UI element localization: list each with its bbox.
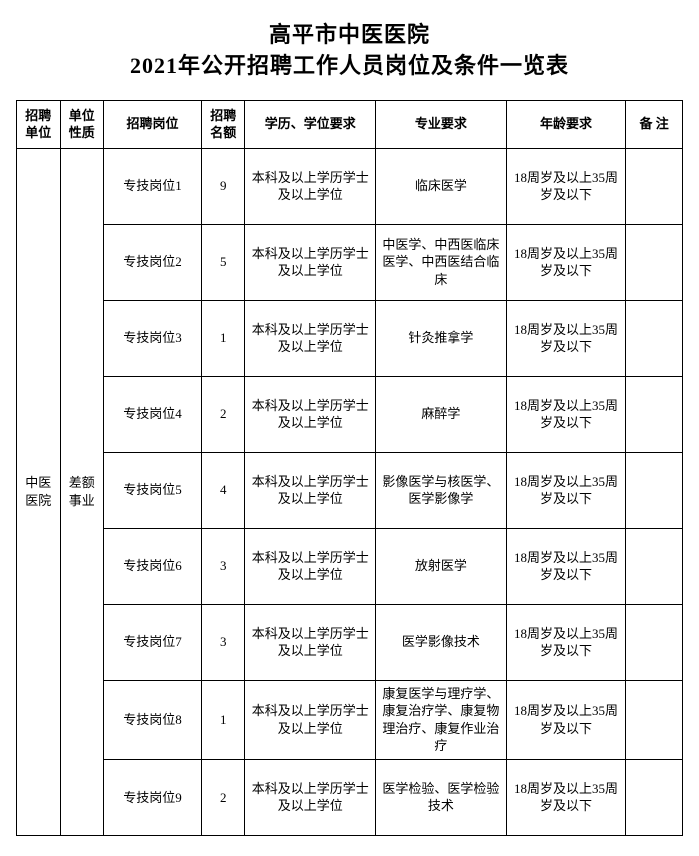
cell-position: 专技岗位6 [104,528,202,604]
header-quota: 招聘名额 [201,100,245,148]
cell-quota: 3 [201,604,245,680]
cell-quota: 9 [201,148,245,224]
cell-education: 本科及以上学历学士及以上学位 [245,759,376,835]
document-title: 高平市中医医院 2021年公开招聘工作人员岗位及条件一览表 [16,20,683,82]
title-line-1: 高平市中医医院 [16,20,683,51]
cell-major: 医学检验、医学检验技术 [376,759,507,835]
cell-age: 18周岁及以上35周岁及以下 [506,148,626,224]
table-row: 中医医院差额事业专技岗位19本科及以上学历学士及以上学位临床医学18周岁及以上3… [17,148,683,224]
header-nature: 单位性质 [60,100,104,148]
cell-remark [626,452,683,528]
table-row: 专技岗位81本科及以上学历学士及以上学位康复医学与理疗学、康复治疗学、康复物理治… [17,680,683,759]
cell-position: 专技岗位1 [104,148,202,224]
cell-major: 针灸推拿学 [376,300,507,376]
cell-age: 18周岁及以上35周岁及以下 [506,528,626,604]
cell-major: 临床医学 [376,148,507,224]
header-education: 学历、学位要求 [245,100,376,148]
cell-major: 麻醉学 [376,376,507,452]
cell-remark [626,528,683,604]
cell-position: 专技岗位7 [104,604,202,680]
cell-quota: 2 [201,376,245,452]
cell-position: 专技岗位4 [104,376,202,452]
cell-education: 本科及以上学历学士及以上学位 [245,148,376,224]
cell-age: 18周岁及以上35周岁及以下 [506,604,626,680]
table-row: 专技岗位31本科及以上学历学士及以上学位针灸推拿学18周岁及以上35周岁及以下 [17,300,683,376]
cell-education: 本科及以上学历学士及以上学位 [245,300,376,376]
cell-remark [626,604,683,680]
cell-quota: 1 [201,300,245,376]
cell-age: 18周岁及以上35周岁及以下 [506,680,626,759]
cell-age: 18周岁及以上35周岁及以下 [506,300,626,376]
cell-position: 专技岗位9 [104,759,202,835]
cell-major: 影像医学与核医学、医学影像学 [376,452,507,528]
cell-position: 专技岗位2 [104,224,202,300]
cell-major: 医学影像技术 [376,604,507,680]
cell-remark [626,148,683,224]
cell-remark [626,759,683,835]
table-row: 专技岗位63本科及以上学历学士及以上学位放射医学18周岁及以上35周岁及以下 [17,528,683,604]
cell-quota: 1 [201,680,245,759]
cell-position: 专技岗位8 [104,680,202,759]
cell-age: 18周岁及以上35周岁及以下 [506,452,626,528]
cell-major: 中医学、中西医临床医学、中西医结合临床 [376,224,507,300]
cell-education: 本科及以上学历学士及以上学位 [245,680,376,759]
cell-remark [626,680,683,759]
recruitment-table: 招聘单位 单位性质 招聘岗位 招聘名额 学历、学位要求 专业要求 年龄要求 备 … [16,100,683,836]
header-position: 招聘岗位 [104,100,202,148]
header-remark: 备 注 [626,100,683,148]
cell-quota: 3 [201,528,245,604]
cell-quota: 2 [201,759,245,835]
cell-age: 18周岁及以上35周岁及以下 [506,224,626,300]
cell-education: 本科及以上学历学士及以上学位 [245,604,376,680]
cell-education: 本科及以上学历学士及以上学位 [245,376,376,452]
cell-quota: 5 [201,224,245,300]
table-header-row: 招聘单位 单位性质 招聘岗位 招聘名额 学历、学位要求 专业要求 年龄要求 备 … [17,100,683,148]
cell-education: 本科及以上学历学士及以上学位 [245,528,376,604]
table-row: 专技岗位42本科及以上学历学士及以上学位麻醉学18周岁及以上35周岁及以下 [17,376,683,452]
cell-major: 放射医学 [376,528,507,604]
table-row: 专技岗位54本科及以上学历学士及以上学位影像医学与核医学、医学影像学18周岁及以… [17,452,683,528]
cell-remark [626,224,683,300]
cell-nature: 差额事业 [60,148,104,835]
cell-remark [626,300,683,376]
title-line-2: 2021年公开招聘工作人员岗位及条件一览表 [16,51,683,82]
table-row: 专技岗位92本科及以上学历学士及以上学位医学检验、医学检验技术18周岁及以上35… [17,759,683,835]
cell-major: 康复医学与理疗学、康复治疗学、康复物理治疗、康复作业治疗 [376,680,507,759]
cell-age: 18周岁及以上35周岁及以下 [506,759,626,835]
cell-age: 18周岁及以上35周岁及以下 [506,376,626,452]
header-major: 专业要求 [376,100,507,148]
cell-quota: 4 [201,452,245,528]
cell-education: 本科及以上学历学士及以上学位 [245,452,376,528]
header-unit: 招聘单位 [17,100,61,148]
cell-education: 本科及以上学历学士及以上学位 [245,224,376,300]
cell-unit: 中医医院 [17,148,61,835]
table-row: 专技岗位25本科及以上学历学士及以上学位中医学、中西医临床医学、中西医结合临床1… [17,224,683,300]
cell-position: 专技岗位5 [104,452,202,528]
cell-remark [626,376,683,452]
table-row: 专技岗位73本科及以上学历学士及以上学位医学影像技术18周岁及以上35周岁及以下 [17,604,683,680]
table-body: 中医医院差额事业专技岗位19本科及以上学历学士及以上学位临床医学18周岁及以上3… [17,148,683,835]
cell-position: 专技岗位3 [104,300,202,376]
header-age: 年龄要求 [506,100,626,148]
